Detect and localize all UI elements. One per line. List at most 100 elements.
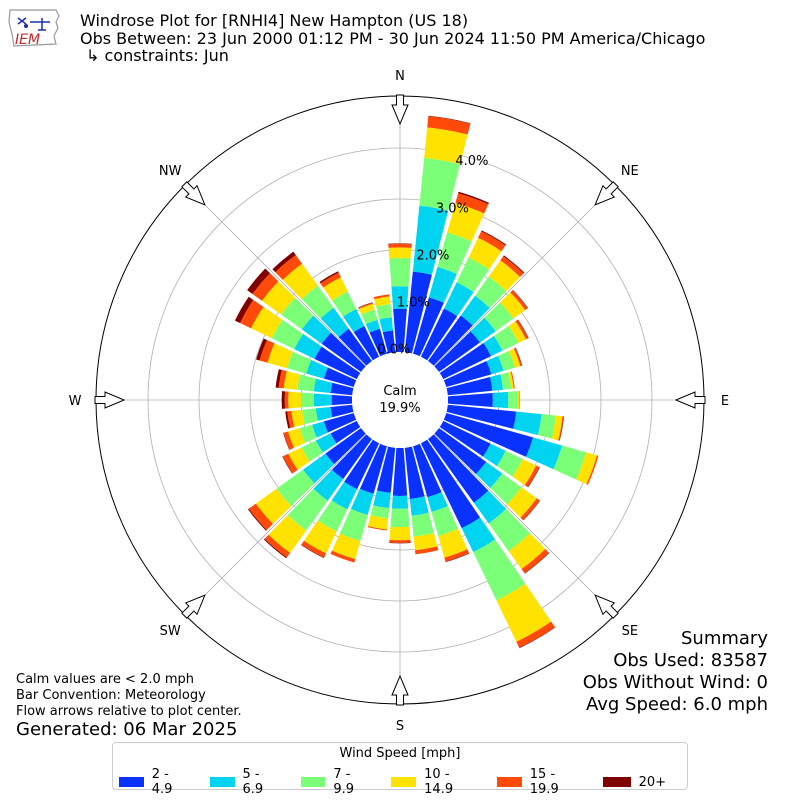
grid-spoke [184, 399, 401, 616]
grid-spoke [184, 184, 401, 401]
bar-310deg-bin-5 [247, 268, 271, 295]
bar-140deg-bin-0 [428, 434, 489, 503]
bar-120deg-bin-1 [483, 443, 506, 467]
summary-panel: Summary Obs Used: 83587 Obs Without Wind… [583, 628, 768, 716]
legend-label: 20+ [638, 774, 666, 790]
compass-label-sw: SW [160, 624, 181, 639]
bar-30deg-bin-0 [420, 308, 458, 361]
bar-290deg-bin-4 [259, 339, 275, 363]
legend-title: Wind Speed [mph] [339, 746, 461, 761]
flow-arrow-s [391, 674, 409, 706]
bar-40deg-bin-4 [500, 256, 524, 277]
bar-110deg-bin-3 [576, 452, 597, 485]
bar-260deg-bin-4 [287, 410, 295, 428]
bar-80deg-bin-4 [510, 371, 515, 389]
bar-210deg-bin-3 [303, 520, 337, 554]
bar-210deg-bin-0 [344, 439, 380, 490]
bar-250deg-bin-2 [299, 424, 317, 443]
flow-arrow-n [391, 94, 409, 126]
bar-20deg-bin-5 [458, 191, 490, 205]
bar-40deg-bin-5 [503, 255, 525, 274]
notes: Calm values are < 2.0 mph Bar Convention… [16, 672, 242, 720]
bar-60deg-bin-2 [494, 325, 519, 351]
bar-160deg-bin-2 [431, 506, 459, 537]
compass-label-w: W [69, 394, 82, 409]
bar-100deg-bin-1 [513, 411, 542, 436]
compass-label-ne: NE [621, 164, 639, 179]
bar-240deg-bin-4 [282, 453, 298, 474]
calm-value: 19.9% [379, 401, 420, 416]
bar-20deg-bin-4 [455, 193, 489, 214]
bar-280deg-bin-0 [330, 382, 354, 396]
bar-150deg-bin-1 [461, 517, 496, 553]
legend-swatch [391, 777, 417, 787]
bar-120deg-bin-2 [496, 450, 523, 477]
bar-340deg-bin-5 [358, 302, 373, 308]
radial-tick-0: 0.0% [377, 343, 410, 358]
compass-label-s: S [396, 719, 404, 734]
summary-avg-speed: Avg Speed: 6.0 mph [586, 694, 768, 715]
bar-300deg-bin-2 [271, 319, 304, 350]
bar-140deg-bin-4 [521, 548, 549, 574]
legend-item-5: 20+ [602, 774, 666, 790]
bar-200deg-bin-0 [359, 443, 388, 494]
bar-140deg-bin-3 [508, 533, 546, 570]
bar-310deg-bin-2 [281, 297, 314, 330]
bar-10deg-bin-3 [424, 127, 468, 165]
legend-item-0: 2 - 4.9 [119, 767, 189, 797]
bar-170deg-bin-3 [413, 532, 438, 551]
radial-tick-labels: 0.0% 1.0% 2.0% 3.0% 4.0% [377, 154, 488, 357]
bar-240deg-bin-3 [288, 447, 310, 470]
bar-240deg-bin-0 [330, 420, 361, 444]
bar-250deg-bin-4 [283, 431, 294, 450]
bar-170deg-bin-2 [411, 512, 434, 537]
bar-260deg-bin-1 [315, 406, 333, 421]
bar-0deg-bin-3 [388, 247, 412, 259]
calm-note: Calm values are < 2.0 mph [16, 672, 195, 687]
bar-160deg-bin-1 [427, 492, 448, 512]
bar-50deg-bin-4 [510, 290, 528, 311]
bar-340deg-bin-4 [358, 302, 373, 309]
bar-150deg-bin-4 [516, 621, 555, 648]
bar-50deg-bin-5 [512, 289, 529, 309]
bar-240deg-bin-2 [301, 440, 323, 462]
bar-0deg-bin-2 [389, 258, 411, 287]
legend-swatch [300, 777, 326, 787]
flow-arrow-w [94, 391, 126, 409]
bar-350deg-bin-1 [379, 317, 394, 333]
bar-170deg-bin-0 [404, 446, 425, 500]
bar-250deg-bin-3 [288, 428, 306, 448]
radial-tick-2: 2.0% [416, 248, 449, 263]
bar-180deg-bin-1 [391, 495, 409, 509]
bar-210deg-bin-4 [301, 540, 327, 558]
bar-20deg-bin-1 [428, 266, 457, 303]
bar-260deg-bin-3 [291, 409, 305, 427]
bar-270deg-bin-4 [284, 391, 289, 409]
bar-140deg-bin-5 [524, 552, 550, 574]
bar-150deg-bin-5 [519, 627, 556, 649]
bar-180deg-bin-0 [392, 447, 408, 496]
bar-310deg-bin-1 [301, 315, 331, 344]
bar-190deg-bin-2 [370, 505, 390, 519]
bar-320deg-bin-1 [320, 307, 349, 338]
bar-140deg-bin-1 [473, 490, 507, 524]
bar-10deg-bin-4 [427, 116, 471, 135]
bar-310deg-bin-4 [252, 273, 279, 301]
radial-tick-1: 1.0% [397, 296, 430, 311]
bar-130deg-bin-3 [506, 487, 537, 518]
bar-70deg-bin-5 [515, 347, 523, 366]
compass-label-e: E [721, 394, 729, 409]
legend-items: 2 - 4.9 5 - 6.9 7 - 9.9 10 - 14.9 15 - 19.9 2… [119, 767, 687, 797]
bar-80deg-bin-0 [446, 377, 493, 396]
bar-110deg-bin-1 [526, 437, 563, 470]
bar-100deg-bin-0 [446, 404, 517, 429]
bar-50deg-bin-0 [434, 331, 480, 372]
bar-310deg-bin-3 [262, 281, 296, 315]
constraints: ↳ constraints: Jun [86, 46, 229, 65]
bar-310deg-bin-0 [321, 332, 366, 372]
legend-label: 15 - 19.9 [529, 767, 559, 797]
bar-130deg-bin-5 [523, 500, 541, 521]
bar-190deg-bin-3 [367, 515, 389, 530]
bar-70deg-bin-4 [513, 347, 522, 367]
